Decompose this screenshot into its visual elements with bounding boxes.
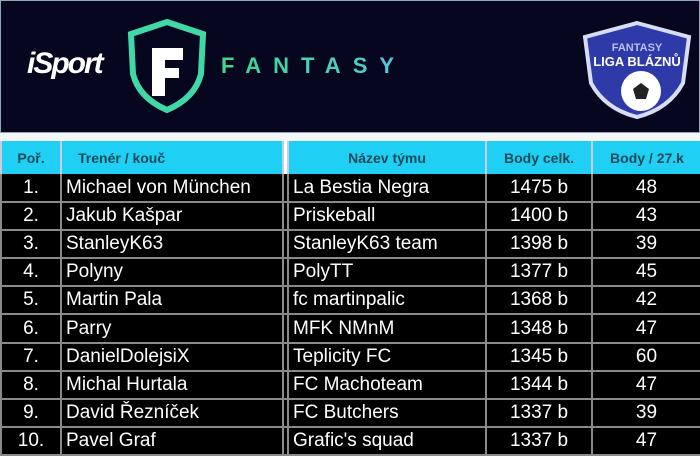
round-points-cell: 47 (591, 370, 700, 400)
col-rank: Poř. (0, 141, 61, 174)
spacer (282, 141, 288, 174)
team-cell: fc martinpalic (287, 286, 487, 316)
rank-cell: 1. (0, 174, 62, 204)
coach-cell: Polyny (60, 258, 284, 288)
total-points-cell: 1337 b (485, 398, 593, 428)
round-points-cell: 39 (591, 398, 700, 428)
team-cell: FC Machoteam (287, 370, 487, 400)
total-points-cell: 1475 b (485, 174, 593, 204)
table-row: 8. Michal Hurtala FC Machoteam 1344 b 47 (0, 370, 700, 400)
table-row: 3. StanleyK63 StanleyK63 team 1398 b 39 (0, 230, 700, 260)
table-row: 2. Jakub Kašpar Priskeball 1400 b 43 (0, 202, 700, 232)
rank-cell: 4. (0, 258, 62, 288)
round-points-cell: 48 (591, 174, 700, 204)
spacer (282, 314, 289, 344)
rank-cell: 5. (0, 286, 62, 316)
total-points-cell: 1344 b (485, 370, 593, 400)
coach-cell: Martin Pala (60, 286, 284, 316)
team-cell: La Bestia Negra (287, 174, 487, 204)
round-points-cell: 42 (591, 286, 700, 316)
liga-blaznu-logo: FANTASY LIGA BLÁZNŮ (582, 20, 692, 120)
rank-cell: 6. (0, 314, 62, 344)
leaderboard-table: Poř. Trenér / kouč Název týmu Body celk.… (0, 141, 700, 456)
round-points-cell: 39 (591, 230, 700, 260)
col-round: Body / 27.k (591, 141, 700, 174)
fantasy-shield-logo (127, 18, 207, 114)
table-row: 7. DanielDolejsiX Teplicity FC 1345 b 60 (0, 342, 700, 372)
round-points-cell: 45 (591, 258, 700, 288)
team-cell: Priskeball (287, 202, 487, 232)
team-cell: Grafic's squad (287, 426, 487, 456)
spacer (282, 286, 289, 316)
coach-cell: Pavel Graf (60, 426, 284, 456)
total-points-cell: 1400 b (485, 202, 593, 232)
isport-logo: iSport (27, 47, 104, 80)
rank-cell: 7. (0, 342, 62, 372)
team-cell: FC Butchers (287, 398, 487, 428)
round-points-cell: 47 (591, 426, 700, 456)
col-coach: Trenér / kouč (60, 141, 283, 174)
coach-cell: Michal Hurtala (60, 370, 284, 400)
spacer (282, 398, 289, 428)
table-row: 1. Michael von München La Bestia Negra 1475… (0, 174, 700, 204)
table-row: 10. Pavel Graf Grafic's squad 1337 b 47 (0, 426, 700, 456)
spacer (282, 174, 289, 204)
fantasy-wordmark: FANTASY (221, 53, 407, 78)
total-points-cell: 1368 b (485, 286, 593, 316)
col-team: Název týmu (287, 141, 486, 174)
team-cell: PolyTT (287, 258, 487, 288)
rank-cell: 2. (0, 202, 62, 232)
header-row: Poř. Trenér / kouč Název týmu Body celk.… (0, 141, 700, 174)
round-points-cell: 43 (591, 202, 700, 232)
spacer (282, 202, 289, 232)
table-row: 9. David Řezníček FC Butchers 1337 b 39 (0, 398, 700, 428)
col-total: Body celk. (485, 141, 592, 174)
coach-cell: Michael von München (60, 174, 284, 204)
coach-cell: DanielDolejsiX (60, 342, 284, 372)
total-points-cell: 1345 b (485, 342, 593, 372)
total-points-cell: 1348 b (485, 314, 593, 344)
total-points-cell: 1337 b (485, 426, 593, 456)
total-points-cell: 1398 b (485, 230, 593, 260)
round-points-cell: 60 (591, 342, 700, 372)
spacer (282, 230, 289, 260)
coach-cell: David Řezníček (60, 398, 284, 428)
coach-cell: StanleyK63 (60, 230, 284, 260)
coach-cell: Parry (60, 314, 284, 344)
svg-text:LIGA BLÁZNŮ: LIGA BLÁZNŮ (593, 53, 681, 69)
team-cell: MFK NMnM (287, 314, 487, 344)
team-cell: Teplicity FC (287, 342, 487, 372)
table-row: 5. Martin Pala fc martinpalic 1368 b 42 (0, 286, 700, 316)
total-points-cell: 1377 b (485, 258, 593, 288)
coach-cell: Jakub Kašpar (60, 202, 284, 232)
rank-cell: 10. (0, 426, 62, 456)
rank-cell: 8. (0, 370, 62, 400)
spacer (282, 370, 289, 400)
table-row: 6. Parry MFK NMnM 1348 b 47 (0, 314, 700, 344)
spacer (282, 426, 289, 456)
spacer (282, 258, 289, 288)
divider (0, 133, 700, 141)
team-cell: StanleyK63 team (287, 230, 487, 260)
rank-cell: 9. (0, 398, 62, 428)
rank-cell: 3. (0, 230, 62, 260)
svg-text:FANTASY: FANTASY (612, 42, 663, 54)
table-row: 4. Polyny PolyTT 1377 b 45 (0, 258, 700, 288)
round-points-cell: 47 (591, 314, 700, 344)
banner: iSport FANTASY FANTASY LIGA BLÁZNŮ (0, 0, 700, 133)
spacer (282, 342, 289, 372)
